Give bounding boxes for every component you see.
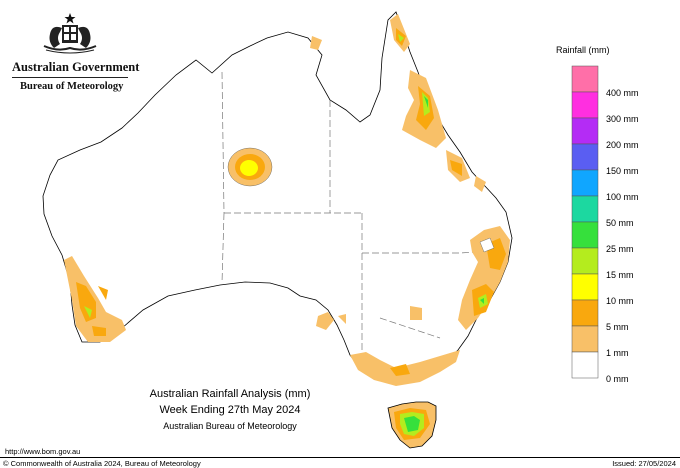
map-source: Australian Bureau of Meteorology (163, 421, 297, 431)
legend-swatch-5 (571, 325, 599, 353)
legend-label-0: 0 mm (606, 374, 629, 384)
legend-swatch-300 (571, 117, 599, 145)
tasmania-rain-25mm (404, 416, 420, 432)
coat-of-arms-icon (43, 13, 97, 54)
legend-label-5: 5 mm (606, 322, 629, 332)
legend-swatch-25 (571, 247, 599, 275)
legend-swatch-400 (571, 91, 599, 119)
legend-label-50: 50 mm (606, 218, 634, 228)
legend-label-300: 300 mm (606, 114, 639, 124)
legend-swatches (571, 65, 599, 379)
rain-south-west (64, 256, 126, 342)
legend-swatch-pink (571, 65, 599, 93)
legend-swatch-10 (571, 299, 599, 327)
legend-label-200: 200 mm (606, 140, 639, 150)
rain-south-coast (316, 306, 460, 386)
legend-swatch-200 (571, 143, 599, 171)
legend-title: Rainfall (mm) (556, 45, 610, 55)
legend-label-10: 10 mm (606, 296, 634, 306)
bom-url: http://www.bom.gov.au (5, 447, 81, 456)
header-divider (12, 77, 128, 78)
issued-date: Issued: 27/05/2024 (612, 459, 676, 468)
state-borders (221, 71, 507, 355)
rain-central-cell (227, 147, 273, 187)
bureau-title: Bureau of Meteorology (20, 81, 124, 92)
rain-north-qld (310, 14, 486, 192)
legend-label-25: 25 mm (606, 244, 634, 254)
copyright-notice: © Commonwealth of Australia 2024, Bureau… (3, 459, 201, 468)
legend-swatch-1 (571, 351, 599, 379)
legend-label-15: 15 mm (606, 270, 634, 280)
legend-label-100: 100 mm (606, 192, 639, 202)
legend-swatch-15 (571, 273, 599, 301)
footer-divider (0, 457, 680, 458)
legend-label-400: 400 mm (606, 88, 639, 98)
mainland-outline (42, 11, 513, 385)
legend-label-150: 150 mm (606, 166, 639, 176)
government-title: Australian Government (12, 60, 140, 74)
map-title: Australian Rainfall Analysis (mm) (149, 388, 311, 400)
legend-swatch-150 (571, 169, 599, 197)
map-period: Week Ending 27th May 2024 (159, 404, 301, 416)
legend-swatch-50 (571, 221, 599, 249)
rain-east-coast (458, 226, 510, 330)
legend-swatch-100 (571, 195, 599, 223)
legend-label-1: 1 mm (606, 348, 629, 358)
